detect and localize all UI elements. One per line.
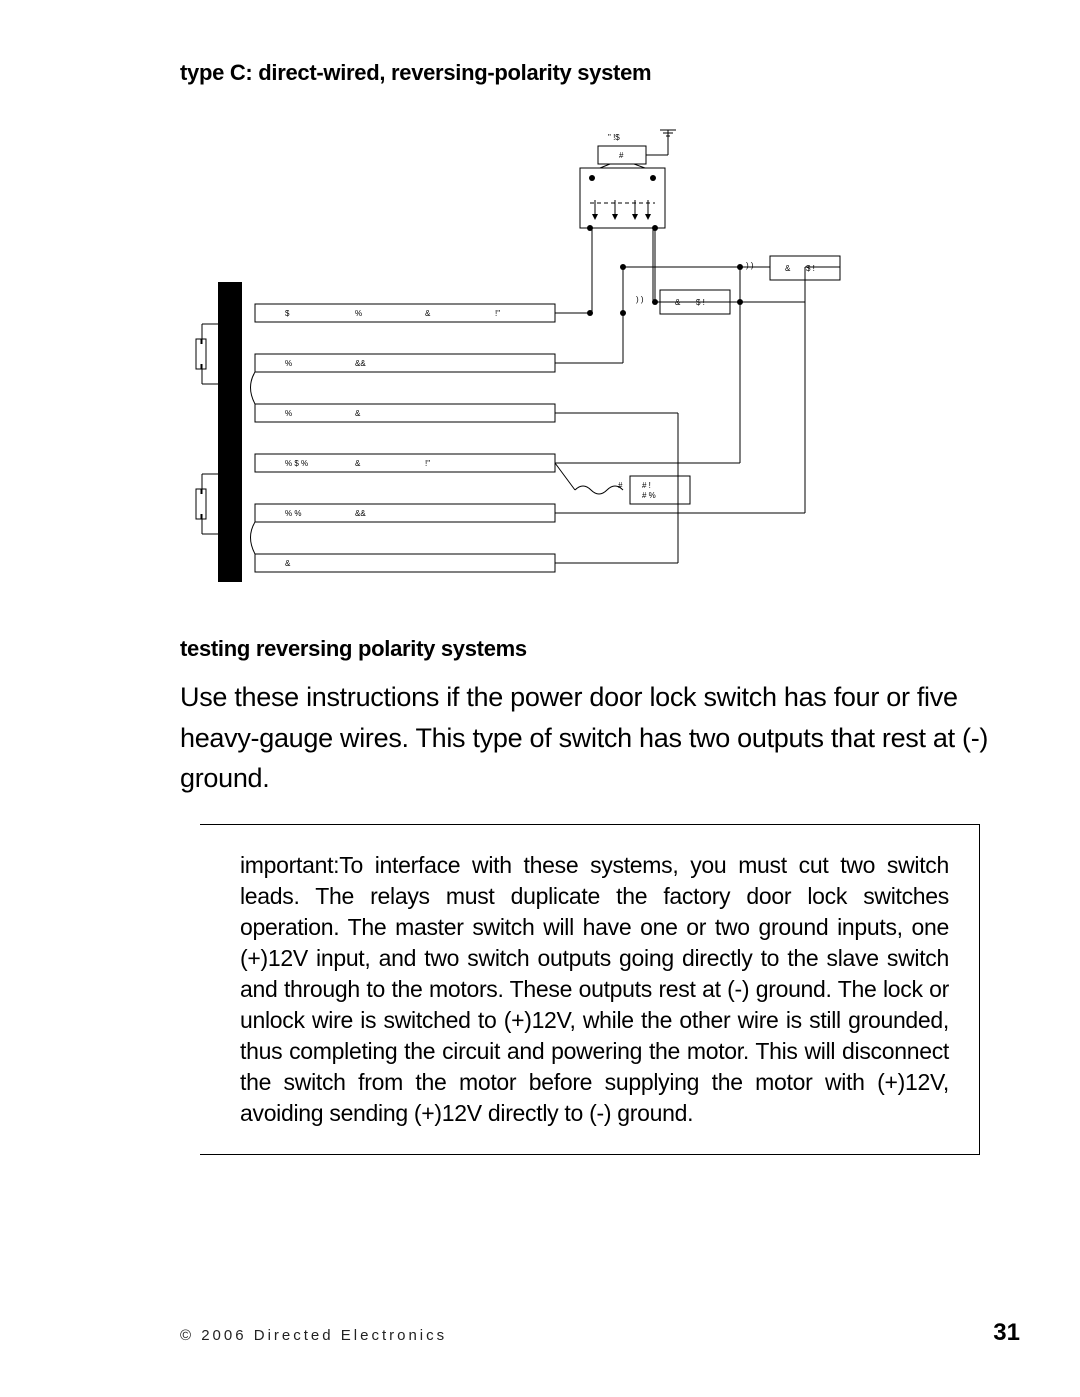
subsection-heading: testing reversing polarity systems: [180, 636, 1020, 662]
important-note: important:To interface with these system…: [200, 824, 980, 1155]
svg-text:%: %: [285, 359, 292, 368]
svg-text:&: &: [785, 264, 791, 273]
page-number: 31: [993, 1319, 1020, 1347]
wiring-diagram: $%&!"%&&%&% $ %&!"% %&&&#" !$$ !) )&$ !)…: [180, 106, 900, 606]
svg-text:% %: % %: [285, 509, 301, 518]
svg-text:&: &: [355, 459, 361, 468]
svg-text:&: &: [285, 559, 291, 568]
svg-text:&&: &&: [355, 509, 366, 518]
svg-text:#: #: [618, 481, 623, 490]
svg-text:&: &: [355, 409, 361, 418]
svg-text:&: &: [425, 309, 431, 318]
instruction-paragraph: Use these instructions if the power door…: [180, 677, 1020, 799]
svg-text:!": !": [495, 309, 500, 318]
svg-text:#: #: [619, 151, 624, 160]
svg-text:% $ %: % $ %: [285, 459, 308, 468]
svg-text:" !$: " !$: [608, 133, 620, 142]
page-footer: © 2006 Directed Electronics 31: [180, 1319, 1020, 1347]
svg-text:$: $: [285, 309, 290, 318]
svg-text:# !: # !: [642, 481, 651, 490]
page: type C: direct-wired, reversing-polarity…: [0, 0, 1080, 1397]
svg-text:# %: # %: [642, 491, 656, 500]
svg-text:%: %: [285, 409, 292, 418]
svg-text:&&: &&: [355, 359, 366, 368]
svg-text:) ): ) ): [746, 261, 754, 270]
svg-text:!": !": [425, 459, 430, 468]
svg-text:$ !: $ !: [806, 264, 815, 273]
svg-text:%: %: [355, 309, 362, 318]
copyright-text: © 2006 Directed Electronics: [180, 1327, 447, 1344]
section-heading: type C: direct-wired, reversing-polarity…: [180, 60, 1020, 86]
svg-text:) ): ) ): [636, 295, 644, 304]
